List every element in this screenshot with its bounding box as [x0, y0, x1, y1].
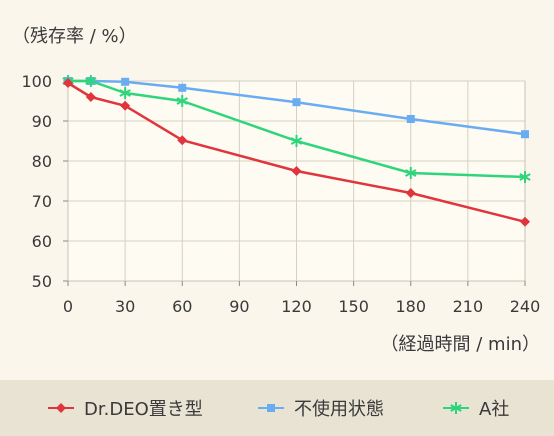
- data-point: [178, 83, 187, 92]
- data-point: [177, 135, 188, 146]
- data-point: [291, 166, 302, 176]
- y-tick-label: 90: [32, 112, 52, 131]
- y-tick-label: 70: [32, 192, 52, 211]
- y-tick-label: 100: [21, 72, 52, 91]
- x-tick-label: 120: [281, 297, 312, 316]
- data-point: [521, 130, 529, 139]
- legend-label: 不使用状態: [294, 399, 384, 420]
- data-point: [121, 77, 130, 86]
- x-axis-label: （経過時間 / min）: [381, 334, 540, 355]
- x-tick-label: 60: [172, 297, 192, 316]
- x-tick-label: 210: [453, 297, 484, 316]
- legend-label: A社: [479, 399, 510, 420]
- data-point: [520, 216, 530, 227]
- x-tick-label: 90: [229, 297, 249, 316]
- y-tick-label: 60: [32, 232, 52, 251]
- asterisk-marker-icon: [443, 402, 469, 414]
- data-point: [85, 75, 97, 87]
- x-tick-label: 240: [510, 297, 541, 316]
- x-tick-labels: 0 30 60 90 120 150 180 210 240: [63, 297, 540, 316]
- chart: 50 60 70 80 90 100 0 30 60 90 120 150 180 210 240 （残存…: [12, 26, 540, 355]
- data-point: [405, 167, 417, 179]
- grid: [63, 80, 526, 286]
- legend: Dr.DEO置き型 不使用状態 A社: [0, 380, 554, 436]
- legend-label: Dr.DEO置き型: [84, 399, 203, 420]
- legend-item-company-a: A社: [443, 380, 509, 436]
- data-point: [63, 78, 73, 88]
- y-tick-labels: 50 60 70 80 90 100: [21, 72, 52, 291]
- data-point: [405, 188, 416, 198]
- data-point: [85, 92, 96, 102]
- data-point: [519, 171, 531, 183]
- y-axis-label: （残存率 / %）: [12, 26, 137, 47]
- data-point: [119, 87, 131, 99]
- data-point: [406, 115, 415, 123]
- data-point: [120, 100, 131, 111]
- diamond-marker-icon: [48, 403, 74, 413]
- y-tick-label: 80: [32, 152, 52, 171]
- data-point: [290, 135, 303, 147]
- square-marker-icon: [258, 404, 284, 412]
- data-point: [176, 95, 188, 107]
- y-tick-label: 50: [32, 272, 52, 291]
- legend-item-drdeo: Dr.DEO置き型: [48, 380, 203, 436]
- data-point: [292, 98, 301, 107]
- x-tick-label: 30: [115, 297, 135, 316]
- series: [62, 75, 531, 227]
- line-chart: 50 60 70 80 90 100 0 30 60 90 120 150 180 210 240 （残存…: [12, 26, 540, 355]
- x-tick-label: 150: [338, 297, 369, 316]
- x-tick-label: 180: [395, 297, 426, 316]
- legend-item-no-use: 不使用状態: [258, 380, 384, 436]
- series-0: [63, 78, 530, 227]
- x-tick-label: 0: [63, 297, 73, 316]
